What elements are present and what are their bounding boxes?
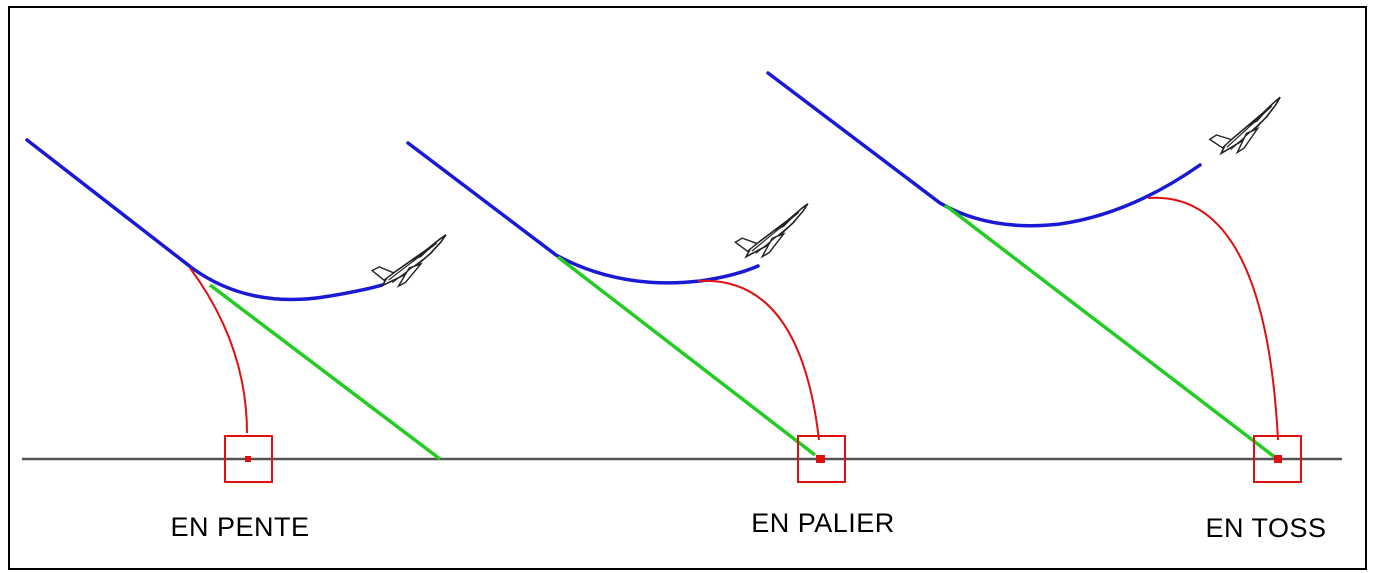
panel-en-toss: EN TOSS	[766, 71, 1326, 543]
panel-label: EN TOSS	[1205, 513, 1326, 543]
target-box	[797, 435, 846, 483]
target-impact-point	[816, 455, 825, 463]
panel-label: EN PALIER	[751, 508, 895, 538]
bomb-trajectory	[189, 267, 248, 434]
bomb-trajectory	[1147, 196, 1279, 441]
flight-path	[766, 71, 1202, 228]
aim-line	[943, 203, 1278, 460]
panel-label: EN PENTE	[170, 512, 309, 542]
panel-en-pente: EN PENTE	[25, 138, 458, 542]
frame	[8, 6, 1367, 570]
flight-path	[406, 141, 760, 285]
aim-line	[556, 255, 817, 457]
panel-en-palier: EN PALIER	[406, 141, 895, 538]
fighter-jet-icon	[371, 231, 458, 295]
fighter-jet-icon	[734, 200, 821, 266]
target-impact-point	[245, 456, 251, 462]
flight-path	[25, 138, 384, 302]
target-box	[1253, 435, 1302, 483]
bomb-trajectory	[697, 279, 820, 441]
fighter-jet-icon	[1208, 93, 1294, 162]
target-impact-point	[1274, 455, 1282, 463]
target-box	[224, 435, 273, 483]
aim-line	[208, 283, 442, 461]
